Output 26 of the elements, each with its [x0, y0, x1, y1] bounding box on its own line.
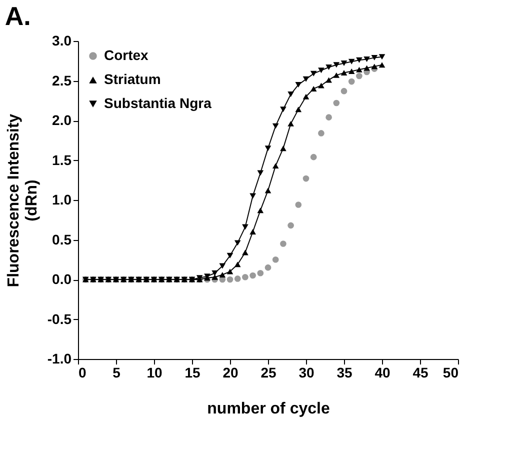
x-tick-label: 15 [184, 364, 200, 380]
x-tick-label: 25 [260, 364, 276, 380]
y-tick-label: 1.5 [52, 152, 72, 168]
x-axis-title: number of cycle [207, 400, 330, 418]
chart-title: A. [4, 1, 31, 31]
y-tick-label: 0.5 [52, 231, 72, 248]
legend-label: Substantia Ngra [104, 95, 212, 111]
y-tick-label: 3.0 [52, 32, 72, 48]
x-tick-label: 30 [298, 364, 314, 380]
x-tick-label: 45 [412, 364, 428, 380]
x-tick-label: 50 [442, 364, 459, 380]
y-tick-label: 0.0 [52, 271, 72, 287]
x-tick-label: 5 [112, 364, 121, 380]
y-axis-title: Fluorescence Intensity (dRn) [5, 114, 40, 288]
legend-label: Cortex [104, 47, 149, 63]
y-tick-label: -1.0 [47, 350, 72, 366]
y-tick-label: -0.5 [47, 310, 72, 327]
x-tick-label: 0 [78, 364, 86, 380]
y-tick-label: 2.0 [52, 112, 72, 128]
x-tick-label: 40 [374, 364, 390, 380]
x-tick-label: 35 [336, 364, 352, 380]
x-tick-label: 20 [222, 364, 238, 380]
y-tick-label: 1.0 [52, 192, 72, 208]
legend-label: Striatum [104, 71, 161, 87]
y-tick-label: 2.5 [52, 72, 72, 88]
x-tick-label: 10 [146, 364, 162, 380]
